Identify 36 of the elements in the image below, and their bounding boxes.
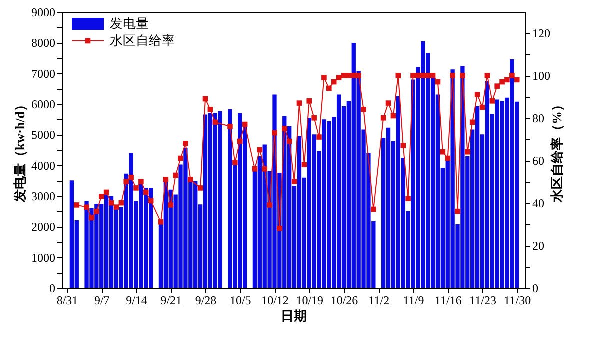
- x-tick-label: 10/19: [296, 294, 324, 308]
- y-tick-label: 2000: [32, 220, 56, 234]
- x-tick-label: 9/14: [126, 294, 148, 308]
- x-tick-label: 9/28: [195, 294, 217, 308]
- y2-tick-label: 60: [532, 154, 544, 168]
- y-axis-title: 发电量（kw·h/d）: [12, 98, 28, 204]
- y2-axis-title: 水区自给率（%）: [550, 98, 564, 204]
- y-tick-label: 7000: [32, 66, 56, 81]
- x-tick-label: 10/12: [262, 294, 289, 308]
- x-tick-label: 11/9: [403, 294, 424, 308]
- y-tick-label: 1000: [32, 250, 56, 265]
- x-tick-label: 11/30: [504, 294, 532, 308]
- x-tick-label: 11/2: [368, 294, 390, 308]
- y-tick-label: 4000: [32, 158, 56, 173]
- y2-tick-label: 20: [532, 239, 544, 254]
- y-tick-label: 6000: [32, 98, 56, 112]
- x-tick-label: 8/31: [56, 294, 78, 308]
- x-tick-label: 11/23: [470, 294, 496, 308]
- x-tick-label: 9/7: [94, 294, 110, 308]
- y2-tick-label: 100: [532, 69, 550, 84]
- y2-tick-label: 80: [532, 112, 544, 126]
- x-tick-label: 9/21: [160, 294, 182, 308]
- x-tick-label: 11/16: [434, 294, 462, 308]
- y-tick-label: 3000: [32, 190, 56, 204]
- legend-label: 水区自给率: [110, 33, 175, 48]
- x-tick-label: 10/26: [330, 294, 358, 308]
- x-axis-title: 日期: [281, 308, 307, 324]
- x-tick-label: 10/5: [230, 294, 252, 308]
- y2-tick-label: 40: [532, 196, 544, 211]
- y-tick-label: 8000: [32, 36, 56, 50]
- y-tick-label: 0: [50, 282, 56, 296]
- y-tick-label: 9000: [32, 6, 56, 20]
- y2-tick-label: 0: [532, 282, 538, 296]
- y-tick-label: 5000: [32, 128, 56, 142]
- y2-tick-label: 120: [532, 26, 550, 41]
- legend-label: 发电量: [110, 16, 149, 31]
